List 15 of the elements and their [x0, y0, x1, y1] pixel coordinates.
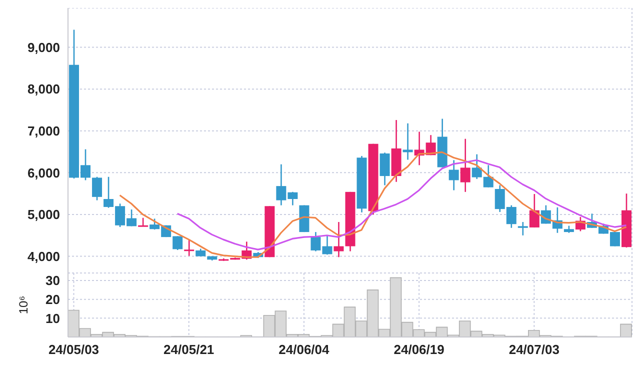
x-tick-label: 24/06/19: [394, 342, 444, 358]
y-tick-label: 10: [46, 310, 60, 326]
y-tick-label: 9,000: [27, 40, 60, 55]
y-tick-label: 4,000: [27, 248, 60, 264]
x-tick-label: 24/06/04: [278, 342, 330, 358]
x-tick-label: 24/05/21: [164, 342, 214, 358]
y-tick-label: 5,000: [27, 207, 60, 222]
x-tick-label: 24/07/03: [508, 342, 560, 358]
y-tick-label: 8,000: [27, 82, 60, 97]
y-tick-label: 30: [46, 273, 60, 288]
y-tick-label: 6,000: [27, 165, 60, 180]
y-axis-title: 10⁶: [16, 296, 30, 314]
x-tick-label: 24/05/03: [48, 342, 100, 358]
y-tick-label: 20: [46, 292, 60, 307]
y-tick-label: 7,000: [27, 124, 60, 138]
